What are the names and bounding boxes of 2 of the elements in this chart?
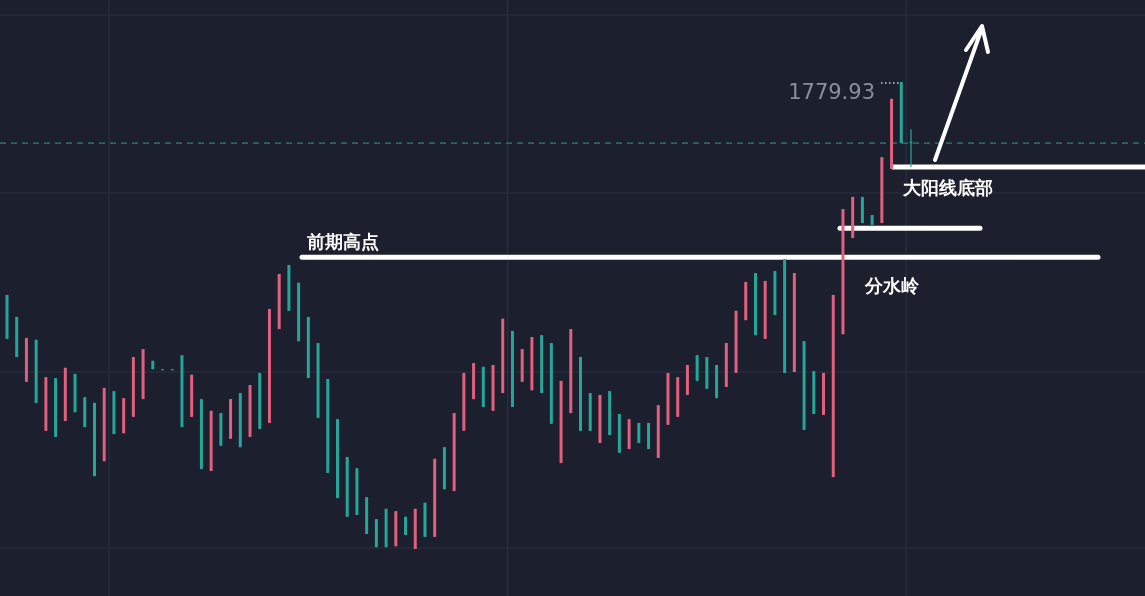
annotation: 分水岭 (865, 275, 919, 296)
annotation: 1779.93 (788, 80, 875, 104)
